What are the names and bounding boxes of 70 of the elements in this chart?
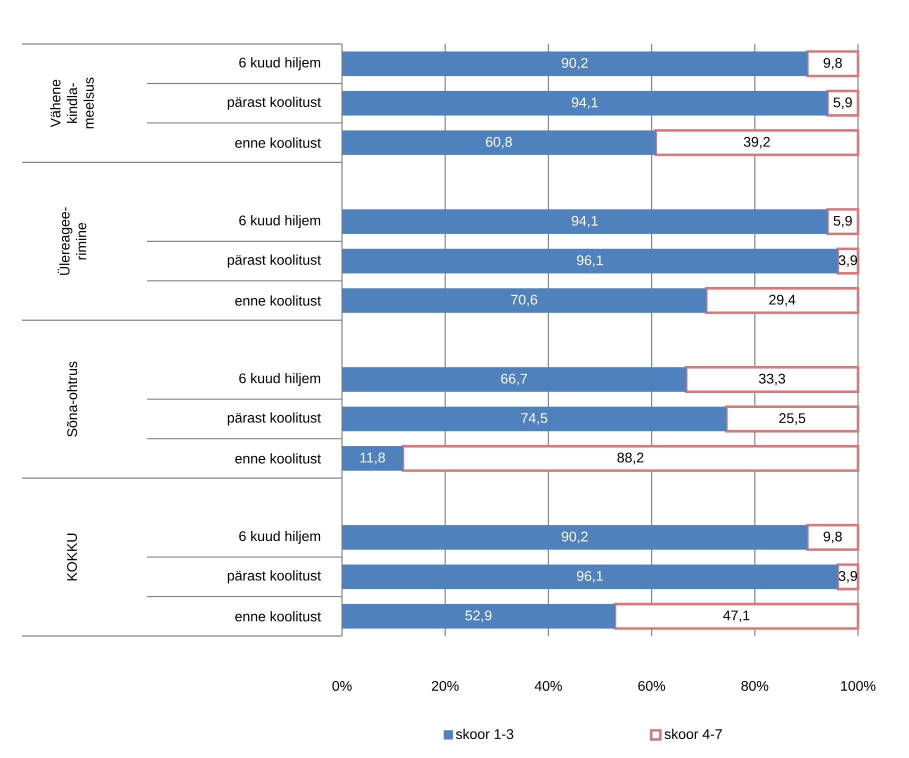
bar <box>342 367 686 392</box>
data-label: 70,6 <box>511 294 538 306</box>
y-tick-label: enne koolitust <box>235 295 321 306</box>
data-label: 96,1 <box>576 571 603 583</box>
y-tick-label: pärast koolitust <box>228 96 321 110</box>
bar <box>826 208 860 236</box>
bar <box>806 50 860 78</box>
bar <box>614 602 860 630</box>
data-label: 3,9 <box>838 255 857 267</box>
x-tick-label: 0% <box>332 680 352 691</box>
data-label: 3,9 <box>838 571 857 583</box>
text: Ülereagee-rimine <box>58 207 86 275</box>
y-tick-label: 6 kuud hiljem <box>239 57 320 70</box>
bar <box>654 129 860 156</box>
y-tick-label: enne koolitust <box>235 611 321 622</box>
legend-label: skoor 1-3 <box>456 728 514 740</box>
bar <box>342 564 838 590</box>
x-tick-label: 80% <box>741 680 768 691</box>
text: KOKKU <box>67 534 77 580</box>
data-label: 29,4 <box>769 294 796 306</box>
bar <box>806 524 860 551</box>
data-label: 33,3 <box>758 374 786 386</box>
bar <box>342 406 727 432</box>
bar <box>342 209 828 234</box>
data-label: 88,2 <box>617 452 644 464</box>
y-tick-label: pärast koolitust <box>228 412 321 426</box>
text: Vähene kindla-meelsus <box>50 78 94 128</box>
data-label: 74,5 <box>521 413 548 425</box>
data-label: 90,2 <box>562 58 588 70</box>
y-tick-label: 6 kuud hiljem <box>239 372 320 386</box>
data-label: 94,1 <box>572 97 598 109</box>
y-tick-label: 6 kuud hiljem <box>239 215 320 228</box>
bar <box>342 525 808 550</box>
data-label: 39,2 <box>744 136 770 148</box>
x-tick-label: 100% <box>841 680 876 691</box>
data-label: 5,9 <box>834 97 852 109</box>
bar <box>684 366 860 393</box>
bar <box>342 248 838 274</box>
x-tick-label: 40% <box>534 680 562 691</box>
y-tick-label: pärast koolitust <box>228 254 321 268</box>
data-label: 90,2 <box>562 532 588 544</box>
bar <box>826 90 860 117</box>
bar <box>725 405 860 432</box>
bar <box>342 51 808 76</box>
data-label: 96,1 <box>576 255 603 267</box>
data-label: 66,7 <box>501 374 527 386</box>
y-tick-label: 6 kuud hiljem <box>239 530 320 544</box>
bar <box>342 288 706 313</box>
legend-label: skoor 4-7 <box>664 728 722 740</box>
data-label: 47,1 <box>723 610 750 622</box>
y-tick-label: enne koolitust <box>235 138 321 148</box>
data-label: 52,9 <box>465 610 492 622</box>
y-tick-label: pärast koolitust <box>228 570 321 584</box>
text: Sõna-ohtrus <box>66 362 78 437</box>
x-tick-label: 60% <box>638 680 666 691</box>
bar <box>342 90 828 116</box>
data-label: 11,8 <box>360 452 385 464</box>
data-label: 9,8 <box>824 58 842 70</box>
data-label: 60,8 <box>486 136 512 148</box>
data-label: 94,1 <box>572 216 598 228</box>
bar <box>402 444 860 472</box>
x-tick-label: 20% <box>432 680 459 691</box>
data-label: 9,8 <box>824 532 842 544</box>
bar <box>342 446 403 471</box>
bar <box>342 130 656 155</box>
data-label: 25,5 <box>779 413 806 425</box>
bar <box>705 287 860 314</box>
bar <box>342 604 616 629</box>
data-label: 5,9 <box>834 216 852 228</box>
y-tick-label: enne koolitust <box>235 453 321 464</box>
